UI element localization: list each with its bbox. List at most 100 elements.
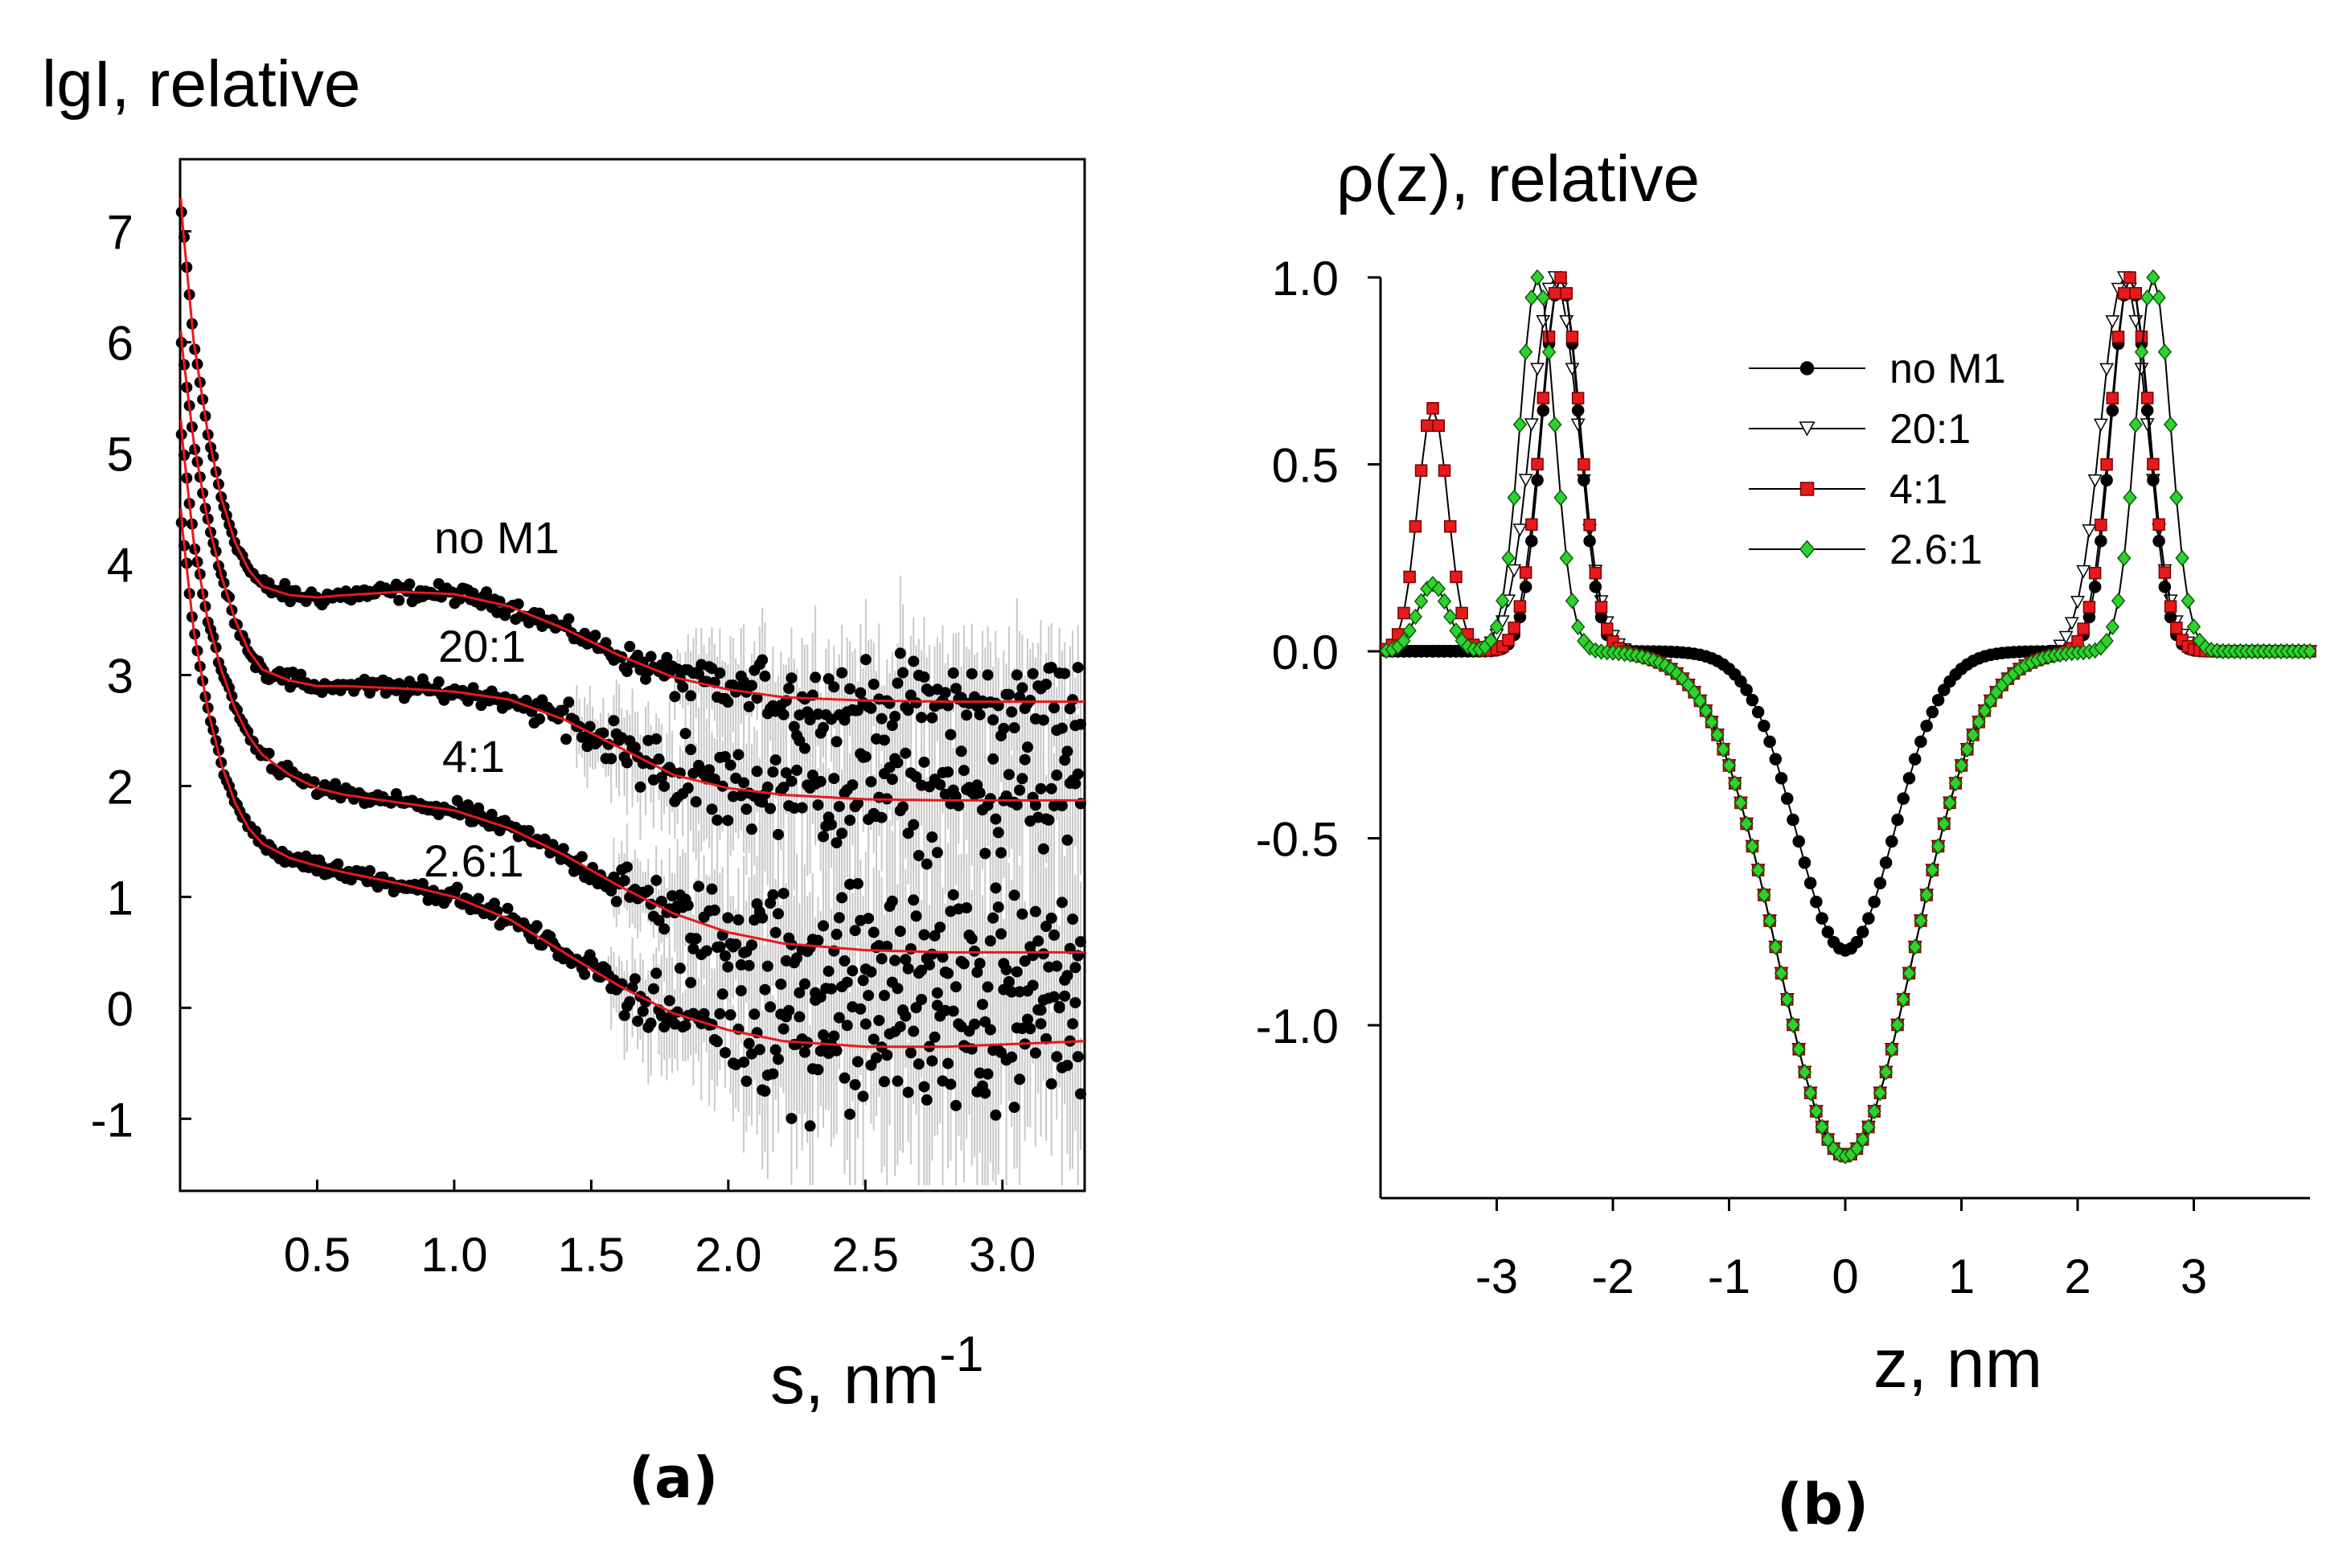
data-point xyxy=(624,641,636,653)
series-label-2-6-1: 2.6:1 xyxy=(424,835,524,886)
series-marker xyxy=(1536,289,1550,306)
data-point xyxy=(719,1047,731,1059)
series-marker xyxy=(1512,523,1528,537)
data-point xyxy=(918,756,930,768)
data-point xyxy=(836,981,848,993)
data-point xyxy=(823,965,835,977)
series-marker xyxy=(1781,792,1794,805)
data-point xyxy=(663,995,675,1007)
data-point xyxy=(1051,770,1063,782)
data-point xyxy=(685,744,697,756)
data-point xyxy=(1011,799,1023,811)
data-point xyxy=(1027,667,1039,679)
series-marker xyxy=(1553,489,1568,507)
series-marker xyxy=(1664,660,1678,678)
series-marker xyxy=(1570,418,1586,432)
data-point xyxy=(757,654,769,666)
data-point xyxy=(1035,1018,1047,1030)
series-marker xyxy=(2140,418,2155,432)
data-point xyxy=(757,912,769,924)
data-point xyxy=(947,1005,959,1017)
data-point xyxy=(761,960,773,972)
series-marker xyxy=(1524,418,1539,432)
data-point xyxy=(982,981,994,993)
series-marker xyxy=(1507,489,1521,507)
series-marker xyxy=(1885,835,1898,848)
series-marker xyxy=(1908,938,1922,955)
series-line-2 xyxy=(1385,275,2310,1157)
data-point xyxy=(778,1023,790,1035)
data-point xyxy=(788,802,800,814)
data-point xyxy=(687,942,700,954)
data-point xyxy=(332,858,344,870)
data-point xyxy=(814,775,827,787)
data-point xyxy=(894,1020,906,1032)
data-point xyxy=(724,1009,736,1021)
data-point xyxy=(836,827,848,839)
data-point xyxy=(778,782,790,794)
series-marker xyxy=(1740,683,1753,696)
series-marker xyxy=(1537,392,1550,404)
data-point xyxy=(1067,694,1079,706)
data-point xyxy=(1040,679,1052,691)
data-point xyxy=(1019,955,1031,967)
data-point xyxy=(1045,1077,1057,1090)
panel-b-x-tick-label: 3 xyxy=(2181,1250,2207,1303)
series-label-20-1: 20:1 xyxy=(438,621,526,671)
data-point xyxy=(905,1047,917,1059)
series-marker xyxy=(1867,1102,1881,1120)
data-point xyxy=(1022,741,1034,753)
series-marker xyxy=(1809,1102,1824,1120)
series-marker xyxy=(1768,938,1783,955)
data-point xyxy=(918,929,930,941)
data-point xyxy=(1069,996,1081,1008)
data-point xyxy=(786,1112,798,1124)
data-point xyxy=(979,1087,991,1099)
data-point xyxy=(849,925,861,937)
data-point xyxy=(791,764,803,776)
data-point xyxy=(987,912,999,924)
series-marker xyxy=(1954,757,1969,774)
series-marker xyxy=(1948,774,1963,792)
data-point xyxy=(1006,1051,1018,1063)
data-point xyxy=(786,775,798,787)
data-point xyxy=(857,975,869,987)
series-marker xyxy=(1698,702,1713,720)
data-point xyxy=(950,683,962,695)
series-marker xyxy=(1524,289,1539,306)
series-marker xyxy=(1548,416,1562,433)
data-point xyxy=(990,813,1002,825)
data-point xyxy=(886,895,898,907)
data-point xyxy=(918,1081,930,1093)
data-point xyxy=(659,923,671,935)
data-point xyxy=(767,766,779,778)
series-marker xyxy=(1914,735,1927,749)
series-marker xyxy=(1751,705,1765,719)
series-marker xyxy=(2111,330,2125,343)
series-marker xyxy=(2147,458,2160,471)
panel-a-y-tick-label: 4 xyxy=(107,539,133,593)
series-marker xyxy=(2135,330,2148,343)
data-point xyxy=(958,765,970,777)
data-point xyxy=(902,1086,914,1098)
series-marker xyxy=(1495,615,1510,629)
data-point xyxy=(791,952,803,964)
panel-b-y-tick-label: -1.0 xyxy=(1256,999,1339,1053)
data-point xyxy=(942,1057,954,1069)
data-point xyxy=(1072,768,1084,780)
data-point xyxy=(1003,769,1015,781)
data-point xyxy=(929,1031,941,1043)
data-point xyxy=(526,933,538,945)
data-point xyxy=(892,757,904,769)
data-point xyxy=(481,586,493,598)
data-point xyxy=(908,819,920,831)
data-point xyxy=(931,999,943,1012)
data-point xyxy=(1040,921,1052,933)
data-point xyxy=(851,877,864,889)
series-marker xyxy=(2123,271,2136,284)
data-point xyxy=(563,613,575,625)
data-point xyxy=(908,1025,920,1037)
series-marker xyxy=(1803,1084,1818,1102)
data-point xyxy=(1051,960,1063,972)
